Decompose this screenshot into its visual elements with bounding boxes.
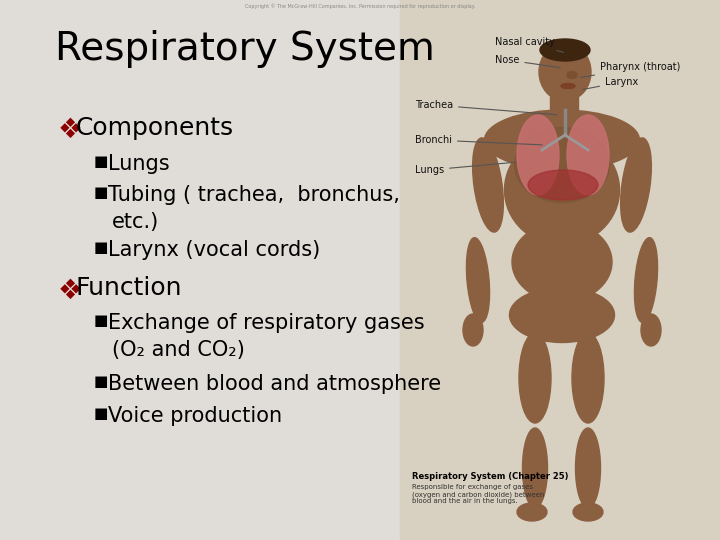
Bar: [550, 82, 578, 110]
Text: Exchange of respiratory gases: Exchange of respiratory gases: [107, 313, 424, 333]
Text: Voice production: Voice production: [107, 406, 282, 426]
Ellipse shape: [463, 314, 483, 346]
Text: ■: ■: [94, 374, 108, 389]
Ellipse shape: [519, 333, 551, 423]
Ellipse shape: [528, 170, 598, 200]
Text: ❖: ❖: [58, 116, 83, 144]
Ellipse shape: [540, 39, 590, 61]
Text: etc.): etc.): [112, 212, 159, 232]
Text: Pharynx (throat): Pharynx (throat): [581, 62, 680, 78]
Text: Larynx: Larynx: [582, 77, 638, 90]
Text: Components: Components: [76, 116, 234, 140]
Text: Respiratory System: Respiratory System: [55, 30, 435, 68]
Ellipse shape: [572, 333, 604, 423]
Text: Nose: Nose: [495, 55, 560, 68]
Ellipse shape: [472, 138, 503, 232]
Text: (O₂ and CO₂): (O₂ and CO₂): [112, 340, 245, 360]
Ellipse shape: [634, 238, 657, 322]
Text: ■: ■: [94, 154, 108, 169]
Text: ■: ■: [94, 185, 108, 200]
Ellipse shape: [467, 238, 490, 322]
Ellipse shape: [485, 110, 639, 170]
Ellipse shape: [505, 135, 619, 245]
Text: ■: ■: [94, 313, 108, 328]
Ellipse shape: [621, 138, 652, 232]
Ellipse shape: [510, 287, 614, 342]
Text: Respiratory System (Chapter 25): Respiratory System (Chapter 25): [412, 472, 569, 481]
Text: ■: ■: [94, 406, 108, 421]
Ellipse shape: [523, 428, 547, 508]
Ellipse shape: [561, 84, 575, 89]
Text: Copyright © The McGraw-Hill Companies, Inc. Permission required for reproduction: Copyright © The McGraw-Hill Companies, I…: [245, 3, 475, 9]
Text: Nasal cavity: Nasal cavity: [495, 37, 563, 52]
Ellipse shape: [512, 222, 612, 302]
Ellipse shape: [517, 115, 559, 195]
Ellipse shape: [575, 428, 600, 508]
Text: Responsible for exchange of gases
(oxygen and carbon dioxide) between
blood and : Responsible for exchange of gases (oxyge…: [412, 484, 544, 504]
Ellipse shape: [567, 115, 609, 195]
Text: Larynx (vocal cords): Larynx (vocal cords): [107, 240, 320, 260]
Ellipse shape: [641, 314, 661, 346]
Text: Trachea: Trachea: [415, 100, 557, 115]
Text: Bronchi: Bronchi: [415, 135, 542, 145]
Ellipse shape: [539, 43, 591, 101]
Text: Lungs: Lungs: [107, 154, 169, 174]
Bar: [400, 0, 720, 540]
Text: ❖: ❖: [58, 276, 83, 305]
Ellipse shape: [517, 503, 547, 521]
Text: Between blood and atmosphere: Between blood and atmosphere: [107, 374, 441, 394]
Text: Tubing ( trachea,  bronchus,: Tubing ( trachea, bronchus,: [107, 185, 400, 205]
Text: ■: ■: [94, 240, 108, 255]
Ellipse shape: [515, 127, 610, 202]
Text: Lungs: Lungs: [415, 162, 516, 175]
Text: Function: Function: [76, 276, 182, 300]
Ellipse shape: [567, 71, 577, 78]
Ellipse shape: [573, 503, 603, 521]
